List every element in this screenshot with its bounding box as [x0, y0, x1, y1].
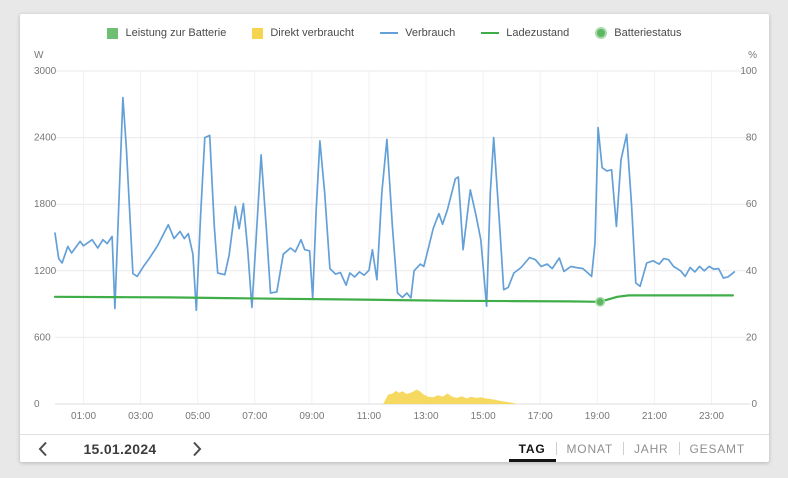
- tab-tag[interactable]: TAG: [508, 435, 556, 462]
- svg-text:03:00: 03:00: [128, 411, 153, 422]
- svg-text:%: %: [748, 50, 757, 61]
- date-navigation: 15.01.2024: [26, 435, 214, 462]
- svg-text:1200: 1200: [34, 266, 57, 277]
- chart-footer: 15.01.2024 TAG MONAT JAHR GESAMT: [20, 434, 769, 462]
- svg-text:01:00: 01:00: [71, 411, 96, 422]
- legend-item-leistung-zur-batterie[interactable]: Leistung zur Batterie: [107, 27, 226, 39]
- svg-text:09:00: 09:00: [299, 411, 324, 422]
- svg-text:21:00: 21:00: [642, 411, 667, 422]
- consumption-line-swatch-icon: [380, 32, 399, 34]
- tab-monat[interactable]: MONAT: [566, 441, 613, 456]
- svg-text:W: W: [34, 50, 44, 61]
- charge-state-line-swatch-icon: [481, 32, 500, 34]
- svg-text:15:00: 15:00: [471, 411, 496, 422]
- svg-text:17:00: 17:00: [528, 411, 553, 422]
- legend-item-verbrauch[interactable]: Verbrauch: [380, 27, 455, 39]
- svg-text:11:00: 11:00: [357, 411, 382, 422]
- svg-text:40: 40: [746, 266, 758, 277]
- selected-date-label: 15.01.2024: [83, 440, 157, 457]
- legend-label: Direkt verbraucht: [270, 27, 355, 39]
- legend-item-batteriestatus[interactable]: Batteriestatus: [595, 27, 682, 39]
- chevron-left-icon: [38, 441, 47, 456]
- next-day-button[interactable]: [180, 437, 214, 461]
- chart-card: Leistung zur Batterie Direkt verbraucht …: [20, 14, 769, 462]
- battery-power-swatch-icon: [107, 27, 119, 39]
- svg-text:05:00: 05:00: [185, 411, 210, 422]
- previous-day-button[interactable]: [26, 437, 60, 461]
- svg-text:600: 600: [34, 332, 51, 343]
- svg-text:20: 20: [746, 332, 758, 343]
- svg-text:3000: 3000: [34, 66, 57, 77]
- tab-separator: [622, 442, 624, 455]
- legend-item-direkt-verbraucht[interactable]: Direkt verbraucht: [252, 27, 354, 39]
- svg-text:07:00: 07:00: [242, 411, 267, 422]
- legend-label: Verbrauch: [405, 27, 456, 39]
- svg-text:19:00: 19:00: [585, 411, 610, 422]
- tab-separator: [555, 442, 557, 455]
- svg-text:80: 80: [746, 133, 758, 144]
- svg-text:0: 0: [34, 399, 40, 410]
- svg-text:60: 60: [746, 199, 758, 210]
- energy-day-chart[interactable]: W 0 600 1200 1800 2400 3000% 0 20 40 60 80 100 01:00 0…: [20, 14, 769, 434]
- tab-separator: [678, 442, 680, 455]
- tab-jahr[interactable]: JAHR: [633, 441, 669, 456]
- chart-legend: Leistung zur Batterie Direkt verbraucht …: [20, 27, 769, 39]
- battery-status-dot-icon: [595, 27, 608, 39]
- period-tabs: TAG MONAT JAHR GESAMT: [508, 435, 755, 462]
- svg-text:23:00: 23:00: [699, 411, 724, 422]
- svg-text:13:00: 13:00: [414, 411, 439, 422]
- svg-text:100: 100: [740, 66, 757, 77]
- tab-gesamt[interactable]: GESAMT: [689, 441, 745, 456]
- svg-text:2400: 2400: [34, 133, 57, 144]
- legend-label: Ladezustand: [506, 27, 570, 39]
- legend-label: Batteriestatus: [614, 27, 682, 39]
- direct-consumed-swatch-icon: [252, 27, 264, 39]
- legend-item-ladezustand[interactable]: Ladezustand: [481, 27, 569, 39]
- svg-text:0: 0: [751, 399, 757, 410]
- legend-label: Leistung zur Batterie: [125, 27, 227, 39]
- svg-text:1800: 1800: [34, 199, 57, 210]
- chevron-right-icon: [193, 441, 202, 456]
